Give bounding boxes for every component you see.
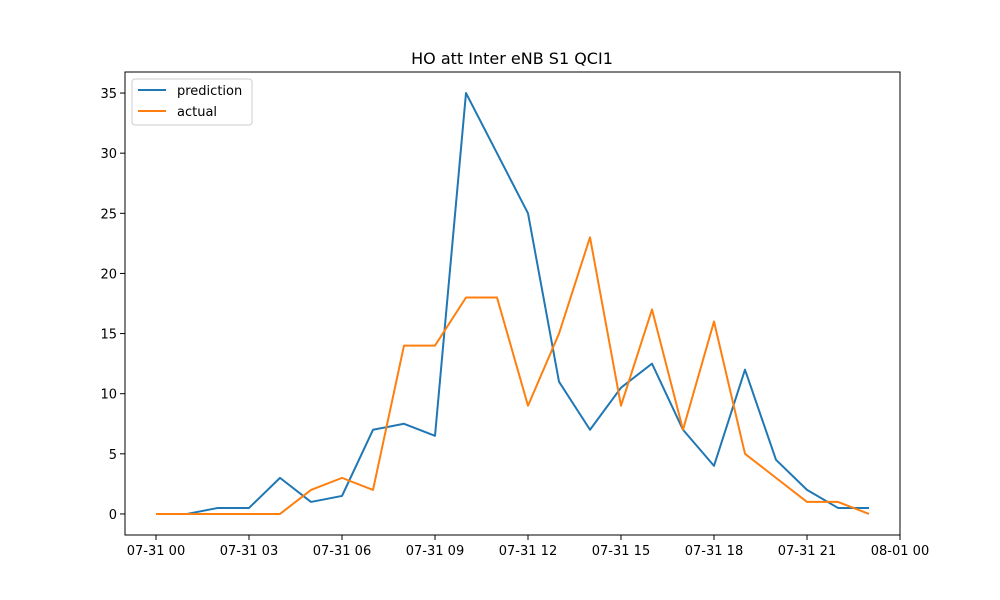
x-tick-label: 07-31 09	[406, 544, 464, 559]
x-tick-label: 07-31 12	[499, 544, 557, 559]
y-tick-label: 5	[109, 448, 117, 463]
legend-label-prediction: prediction	[177, 84, 242, 99]
x-tick-label: 07-31 21	[778, 544, 836, 559]
y-tick-label: 15	[100, 328, 117, 343]
x-tick-label: 07-31 18	[685, 544, 743, 559]
y-tick-label: 10	[100, 388, 117, 403]
series-layer	[156, 92, 870, 515]
y-tick-label: 35	[100, 87, 117, 102]
chart-title: HO att Inter eNB S1 QCI1	[411, 49, 613, 68]
x-tick-label: 07-31 03	[220, 544, 278, 559]
x-tick-label: 07-31 06	[313, 544, 371, 559]
x-axis: 07-31 00 07-31 03 07-31 06 07-31 09 07-31 12…	[127, 535, 929, 559]
y-axis: 0 5 10 15 20 25 30 35	[100, 87, 125, 523]
legend-label-actual: actual	[177, 105, 217, 120]
series-line-actual	[156, 236, 870, 515]
legend: prediction actual	[131, 78, 253, 126]
x-tick-label: 07-31 15	[592, 544, 650, 559]
y-tick-label: 20	[100, 267, 117, 282]
x-tick-label: 07-31 00	[127, 544, 185, 559]
plot-area-frame	[124, 71, 901, 536]
y-tick-label: 30	[100, 147, 117, 162]
series-line-prediction	[156, 92, 869, 515]
x-tick-label: 08-01 00	[871, 544, 929, 559]
y-tick-label: 25	[100, 207, 117, 222]
y-tick-label: 0	[109, 508, 117, 523]
